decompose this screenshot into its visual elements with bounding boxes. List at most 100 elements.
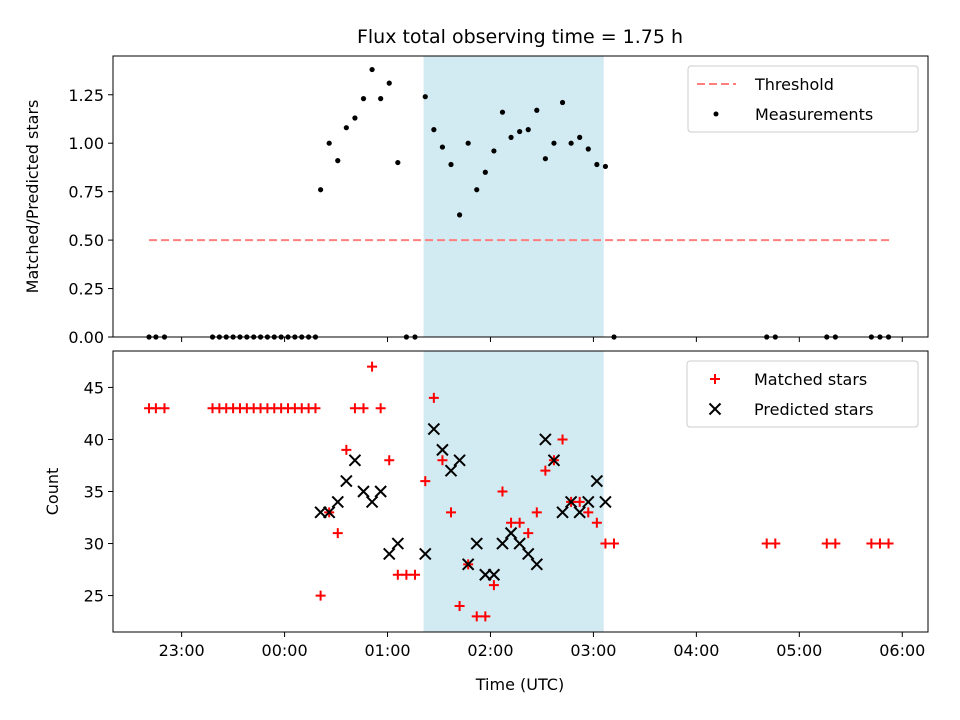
predicted-star-point [547, 454, 561, 467]
y-tick-label: 35 [84, 483, 104, 502]
predicted-star-point [453, 454, 466, 467]
predicted-star-point [564, 495, 578, 509]
count-marks [144, 361, 894, 622]
matched-star-point [488, 580, 499, 591]
measurement-point [378, 96, 384, 102]
matched-star-point [150, 403, 161, 414]
matched-star-point [437, 455, 448, 466]
matched-star-point [523, 528, 534, 539]
measurement-point [448, 161, 454, 168]
predicted-star-point [365, 495, 379, 509]
matched-star-point [497, 486, 508, 497]
observing-window-region [423, 351, 604, 632]
matched-star-point [358, 403, 369, 414]
count-legend-box [686, 360, 919, 428]
matched-star-point [401, 569, 412, 580]
x-tick-label: 01:00 [364, 641, 410, 660]
matched-star-point [821, 538, 832, 549]
matched-star-point [557, 434, 568, 445]
predicted-star-point [427, 422, 441, 436]
legend-threshold-label: Threshold [754, 75, 834, 94]
y-tick-label: 25 [84, 587, 104, 606]
count-axis-ticks: 23:00 00:00 01:00 02:00 03:00 04:00 05:00 06:00… [84, 378, 926, 660]
matched-star-point [770, 538, 781, 549]
measurement-point [343, 125, 349, 131]
predicted-star-point [599, 495, 612, 509]
measurement-point [335, 158, 341, 164]
matched-star-point [540, 465, 551, 476]
x-tick-label: 04:00 [673, 641, 719, 660]
predicted-star-point [496, 537, 509, 550]
x-tick-label: 00:00 [262, 641, 308, 660]
y-tick-label: 1.00 [68, 134, 104, 153]
predicted-star-point [470, 537, 483, 550]
measurement-point [534, 107, 540, 113]
measurement-point [542, 156, 548, 162]
predicted-star-point [522, 547, 535, 561]
matched-star-point [574, 496, 585, 507]
measurement-point [386, 80, 392, 86]
predicted-star-point [582, 495, 595, 509]
measurement-point [422, 94, 428, 100]
y-tick-label: 0.25 [68, 280, 104, 299]
predicted-star-point [513, 537, 526, 550]
ratio-axis-ticks: 0.00 0.25 0.50 0.75 1.00 1.25 [68, 86, 903, 347]
matched-star-point [159, 403, 170, 414]
measurement-point [525, 127, 531, 133]
matched-star-point [375, 403, 386, 414]
predicted-star-point [436, 443, 449, 457]
y-tick-label: 45 [84, 378, 104, 397]
predicted-star-point [374, 485, 387, 498]
measurement-point [551, 140, 557, 146]
measurement-point [559, 99, 566, 106]
observing-window-shade-top [423, 56, 604, 337]
matched-star-point [583, 507, 594, 518]
legend-predicted-label: Predicted stars [754, 400, 874, 419]
predicted-star-point [348, 454, 362, 467]
measurement-point [431, 127, 437, 133]
y-tick-label: 0.75 [68, 183, 104, 202]
predicted-star-point [357, 485, 370, 498]
matched-star-point [883, 538, 894, 549]
measurement-point [585, 146, 591, 152]
matched-star-point [341, 444, 352, 455]
matched-star-point [454, 600, 465, 611]
y-tick-label: 30 [84, 535, 104, 554]
matched-star-point [600, 538, 611, 549]
measurement-point [491, 148, 497, 154]
matched-star-point [392, 569, 403, 580]
ratio-legend: Threshold Measurements [687, 65, 919, 133]
x-axis-label: Time (UTC) [475, 675, 564, 694]
predicted-star-point [539, 433, 552, 446]
x-tick-label: 02:00 [467, 641, 513, 660]
x-tick-label: 03:00 [570, 641, 616, 660]
legend-matched-label: Matched stars [754, 370, 867, 389]
matched-star-point [480, 611, 491, 622]
ratio-legend-box [687, 65, 919, 133]
y-tick-label: 0.00 [68, 328, 104, 347]
measurement-point [395, 159, 401, 166]
predicted-star-point [556, 506, 569, 519]
matched-star-point [367, 361, 378, 372]
predicted-star-point [383, 547, 396, 561]
y-tick-label: 1.25 [68, 86, 104, 105]
count-panel: 23:00 00:00 01:00 02:00 03:00 04:00 05:00 06:00… [43, 350, 929, 660]
predicted-star-point [322, 506, 336, 519]
ratio-plot-frame [112, 55, 929, 338]
predicted-star-point [573, 506, 586, 519]
matched-star-point [310, 403, 321, 414]
measurement-point [369, 66, 375, 73]
measurement-point [474, 187, 480, 193]
measurement-point [577, 134, 583, 140]
measurement-point [482, 169, 488, 175]
predicted-star-point [340, 474, 353, 488]
x-tick-label: 06:00 [879, 641, 925, 660]
y-tick-label: 0.50 [68, 231, 104, 250]
measurement-point [465, 140, 471, 146]
matched-star-point [446, 507, 457, 518]
legend-matched-swatch [710, 374, 720, 384]
matched-star-point [349, 403, 360, 414]
matched-star-point [384, 455, 395, 466]
matched-star-point [409, 569, 420, 580]
